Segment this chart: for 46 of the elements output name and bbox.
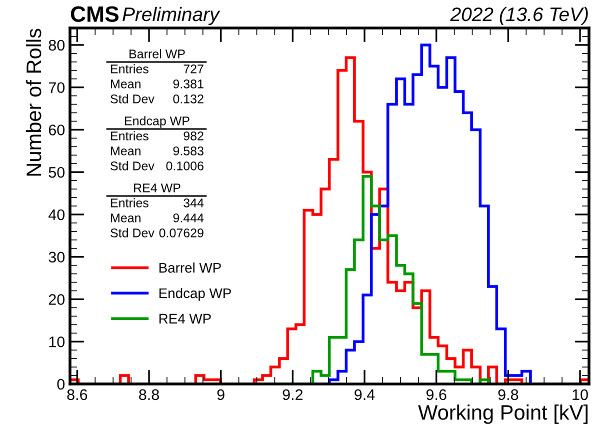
x-tick-label: 9.4: [354, 389, 375, 400]
annotation: Barrel WP: [130, 49, 185, 58]
x-tick-label: 8.8: [139, 389, 159, 400]
y-tick-label: 50: [48, 166, 65, 178]
annotation: Mean: [111, 214, 140, 222]
annotation: Std Dev: [110, 228, 154, 238]
x-tick-label: 10: [572, 389, 588, 400]
legend-label: RE4 WP: [159, 314, 211, 324]
annotation: Mean: [111, 80, 140, 88]
annotation: 982: [184, 132, 204, 140]
annotation: 0.132: [173, 94, 204, 104]
annotation: 9.583: [173, 146, 204, 156]
x-tick-label: 8.6: [67, 389, 88, 400]
x-tick-label: 9.2: [282, 389, 303, 400]
y-tick-label: 70: [48, 82, 65, 94]
annotation: 344: [184, 198, 204, 208]
y-tick-label: 60: [48, 124, 65, 136]
y-axis-title: Number of Rolls: [26, 28, 42, 176]
y-tick-label: 20: [48, 294, 65, 305]
annotation: Endcap WP: [125, 116, 190, 128]
legend-label: Barrel WP: [159, 262, 221, 273]
y-tick-label: 30: [48, 252, 65, 263]
y-tick-label: 10: [49, 336, 65, 348]
y-tick-label: 80: [48, 40, 65, 51]
text: 2022 (13.6 TeV): [450, 6, 588, 26]
x-tick-label: 9.8: [498, 389, 518, 400]
x-tick-label: 9.6: [426, 389, 446, 400]
annotation: Std Dev: [110, 94, 154, 104]
legend-label: Endcap WP: [159, 288, 231, 301]
annotation: Entries: [111, 131, 148, 140]
annotation: 9.381: [173, 80, 204, 88]
annotation: Entries: [111, 198, 148, 208]
y-tick-label: 0: [57, 378, 65, 390]
y-tick-label: 40: [48, 209, 65, 220]
x-tick-label: 9: [217, 389, 224, 400]
text: Preliminary: [122, 6, 220, 26]
annotation: 0.1006: [166, 162, 204, 170]
annotation: Entries: [111, 64, 148, 74]
chart-title: CMS: [70, 6, 119, 22]
annotation: Std Dev: [110, 161, 154, 170]
annotation: Mean: [111, 146, 140, 156]
annotation: RE4 WP: [134, 184, 180, 192]
annotation: 727: [184, 64, 204, 74]
x-axis-title: Working Point [kV]: [418, 404, 588, 424]
annotation: 9.444: [173, 214, 204, 222]
annotation: 0.07629: [159, 228, 204, 238]
